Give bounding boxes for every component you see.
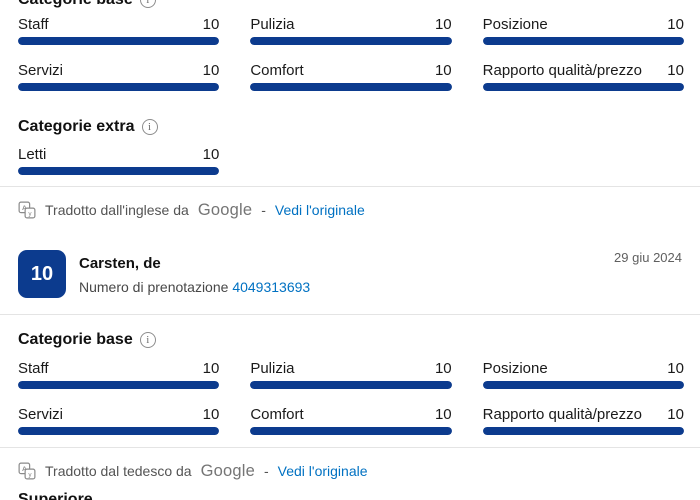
rating-label: Pulizia <box>250 360 295 377</box>
rating-row: Rapporto qualità/prezzo 10 <box>482 405 684 435</box>
review-score-badge: 10 <box>18 250 66 298</box>
rating-bar <box>482 427 684 435</box>
rating-bar <box>250 83 452 91</box>
translation-text: Tradotto dal tedesco da <box>45 463 192 479</box>
rating-value: 10 <box>434 16 452 33</box>
google-translate-icon: A y <box>18 462 36 480</box>
see-original-link[interactable]: Vedi l'originale <box>274 202 365 218</box>
next-section-title: Superiore <box>18 491 93 500</box>
rating-value: 10 <box>667 360 684 377</box>
rating-bar <box>250 37 452 45</box>
translation-text: Tradotto dall'inglese da <box>45 202 189 218</box>
rating-bar <box>482 83 684 91</box>
base-categories-header: Categorie base i <box>18 330 684 350</box>
info-icon[interactable]: i <box>139 0 156 8</box>
rating-bar <box>18 167 220 175</box>
rating-label: Servizi <box>18 62 64 79</box>
base-categories-header: Categorie base i <box>18 0 684 10</box>
separator: - <box>263 463 269 479</box>
rating-value: 10 <box>202 406 220 423</box>
rating-row: Posizione 10 <box>482 359 684 389</box>
rating-label: Posizione <box>482 360 548 377</box>
rating-row: Staff 10 <box>18 15 220 45</box>
rating-row: Posizione 10 <box>482 15 684 45</box>
svg-text:A: A <box>22 466 27 473</box>
booking-number-link[interactable]: 4049313693 <box>232 279 311 295</box>
rating-value: 10 <box>667 16 684 33</box>
divider <box>0 447 700 448</box>
base-ratings-grid: Staff 10 Pulizia 10 Posizione 10 <box>18 15 684 91</box>
rating-value: 10 <box>434 406 452 423</box>
rating-value: 10 <box>202 62 220 79</box>
rating-label: Staff <box>18 360 49 377</box>
rating-bar <box>482 37 684 45</box>
rating-value: 10 <box>434 62 452 79</box>
svg-text:y: y <box>28 472 32 479</box>
svg-text:A: A <box>22 205 27 212</box>
rating-value: 10 <box>202 16 220 33</box>
info-icon[interactable]: i <box>139 332 156 348</box>
section-title: Categorie extra <box>18 118 135 135</box>
rating-label: Rapporto qualità/prezzo <box>482 62 642 79</box>
rating-bar <box>18 427 220 435</box>
extra-ratings-grid: Letti 10 <box>18 145 220 175</box>
divider <box>0 314 700 315</box>
rating-label: Rapporto qualità/prezzo <box>482 406 642 423</box>
rating-row: Comfort 10 <box>250 405 452 435</box>
rating-label: Posizione <box>482 16 548 33</box>
rating-label: Servizi <box>18 406 64 423</box>
rating-row: Servizi 10 <box>18 405 220 435</box>
booking-line: Numero di prenotazione 4049313693 <box>79 279 310 295</box>
section-title: Categorie base <box>18 331 133 348</box>
extra-categories-header: Categorie extra i <box>18 117 684 137</box>
review-date: 29 giu 2024 <box>614 250 682 265</box>
reviewer-name: Carsten, de <box>79 255 161 272</box>
info-icon[interactable]: i <box>141 119 158 135</box>
rating-label: Pulizia <box>250 16 295 33</box>
rating-row: Rapporto qualità/prezzo 10 <box>482 61 684 91</box>
review-header: 10 Carsten, de Numero di prenotazione 40… <box>18 250 684 298</box>
rating-value: 10 <box>202 360 220 377</box>
google-wordmark: Google <box>197 200 253 219</box>
google-wordmark: Google <box>200 461 255 480</box>
see-original-link[interactable]: Vedi l'originale <box>277 463 368 479</box>
rating-label: Letti <box>18 146 47 163</box>
booking-label: Numero di prenotazione <box>79 279 229 295</box>
rating-value: 10 <box>202 146 220 163</box>
section-title: Categorie base <box>18 0 133 10</box>
rating-value: 10 <box>667 406 684 423</box>
rating-row: Pulizia 10 <box>250 15 452 45</box>
rating-label: Comfort <box>250 406 304 423</box>
base-ratings-grid: Staff 10 Pulizia 10 Posizione 10 <box>18 359 684 435</box>
separator: - <box>261 202 266 218</box>
translation-note: A y Tradotto dal tedesco da Google - Ved… <box>18 461 684 481</box>
svg-text:y: y <box>28 211 32 218</box>
rating-value: 10 <box>434 360 452 377</box>
rating-row: Comfort 10 <box>250 61 452 91</box>
rating-label: Comfort <box>250 62 304 79</box>
rating-row: Letti 10 <box>18 145 220 175</box>
rating-row: Pulizia 10 <box>250 359 452 389</box>
divider <box>0 186 700 187</box>
rating-bar <box>482 381 684 389</box>
rating-row: Staff 10 <box>18 359 220 389</box>
rating-row: Servizi 10 <box>18 61 220 91</box>
rating-value: 10 <box>667 62 684 79</box>
rating-bar <box>250 427 452 435</box>
rating-bar <box>18 381 220 389</box>
rating-bar <box>250 381 452 389</box>
rating-label: Staff <box>18 16 49 33</box>
google-translate-icon: A y <box>18 201 36 219</box>
rating-bar <box>18 83 220 91</box>
rating-bar <box>18 37 220 45</box>
translation-note: A y Tradotto dall'inglese da Google - Ve… <box>18 200 684 220</box>
